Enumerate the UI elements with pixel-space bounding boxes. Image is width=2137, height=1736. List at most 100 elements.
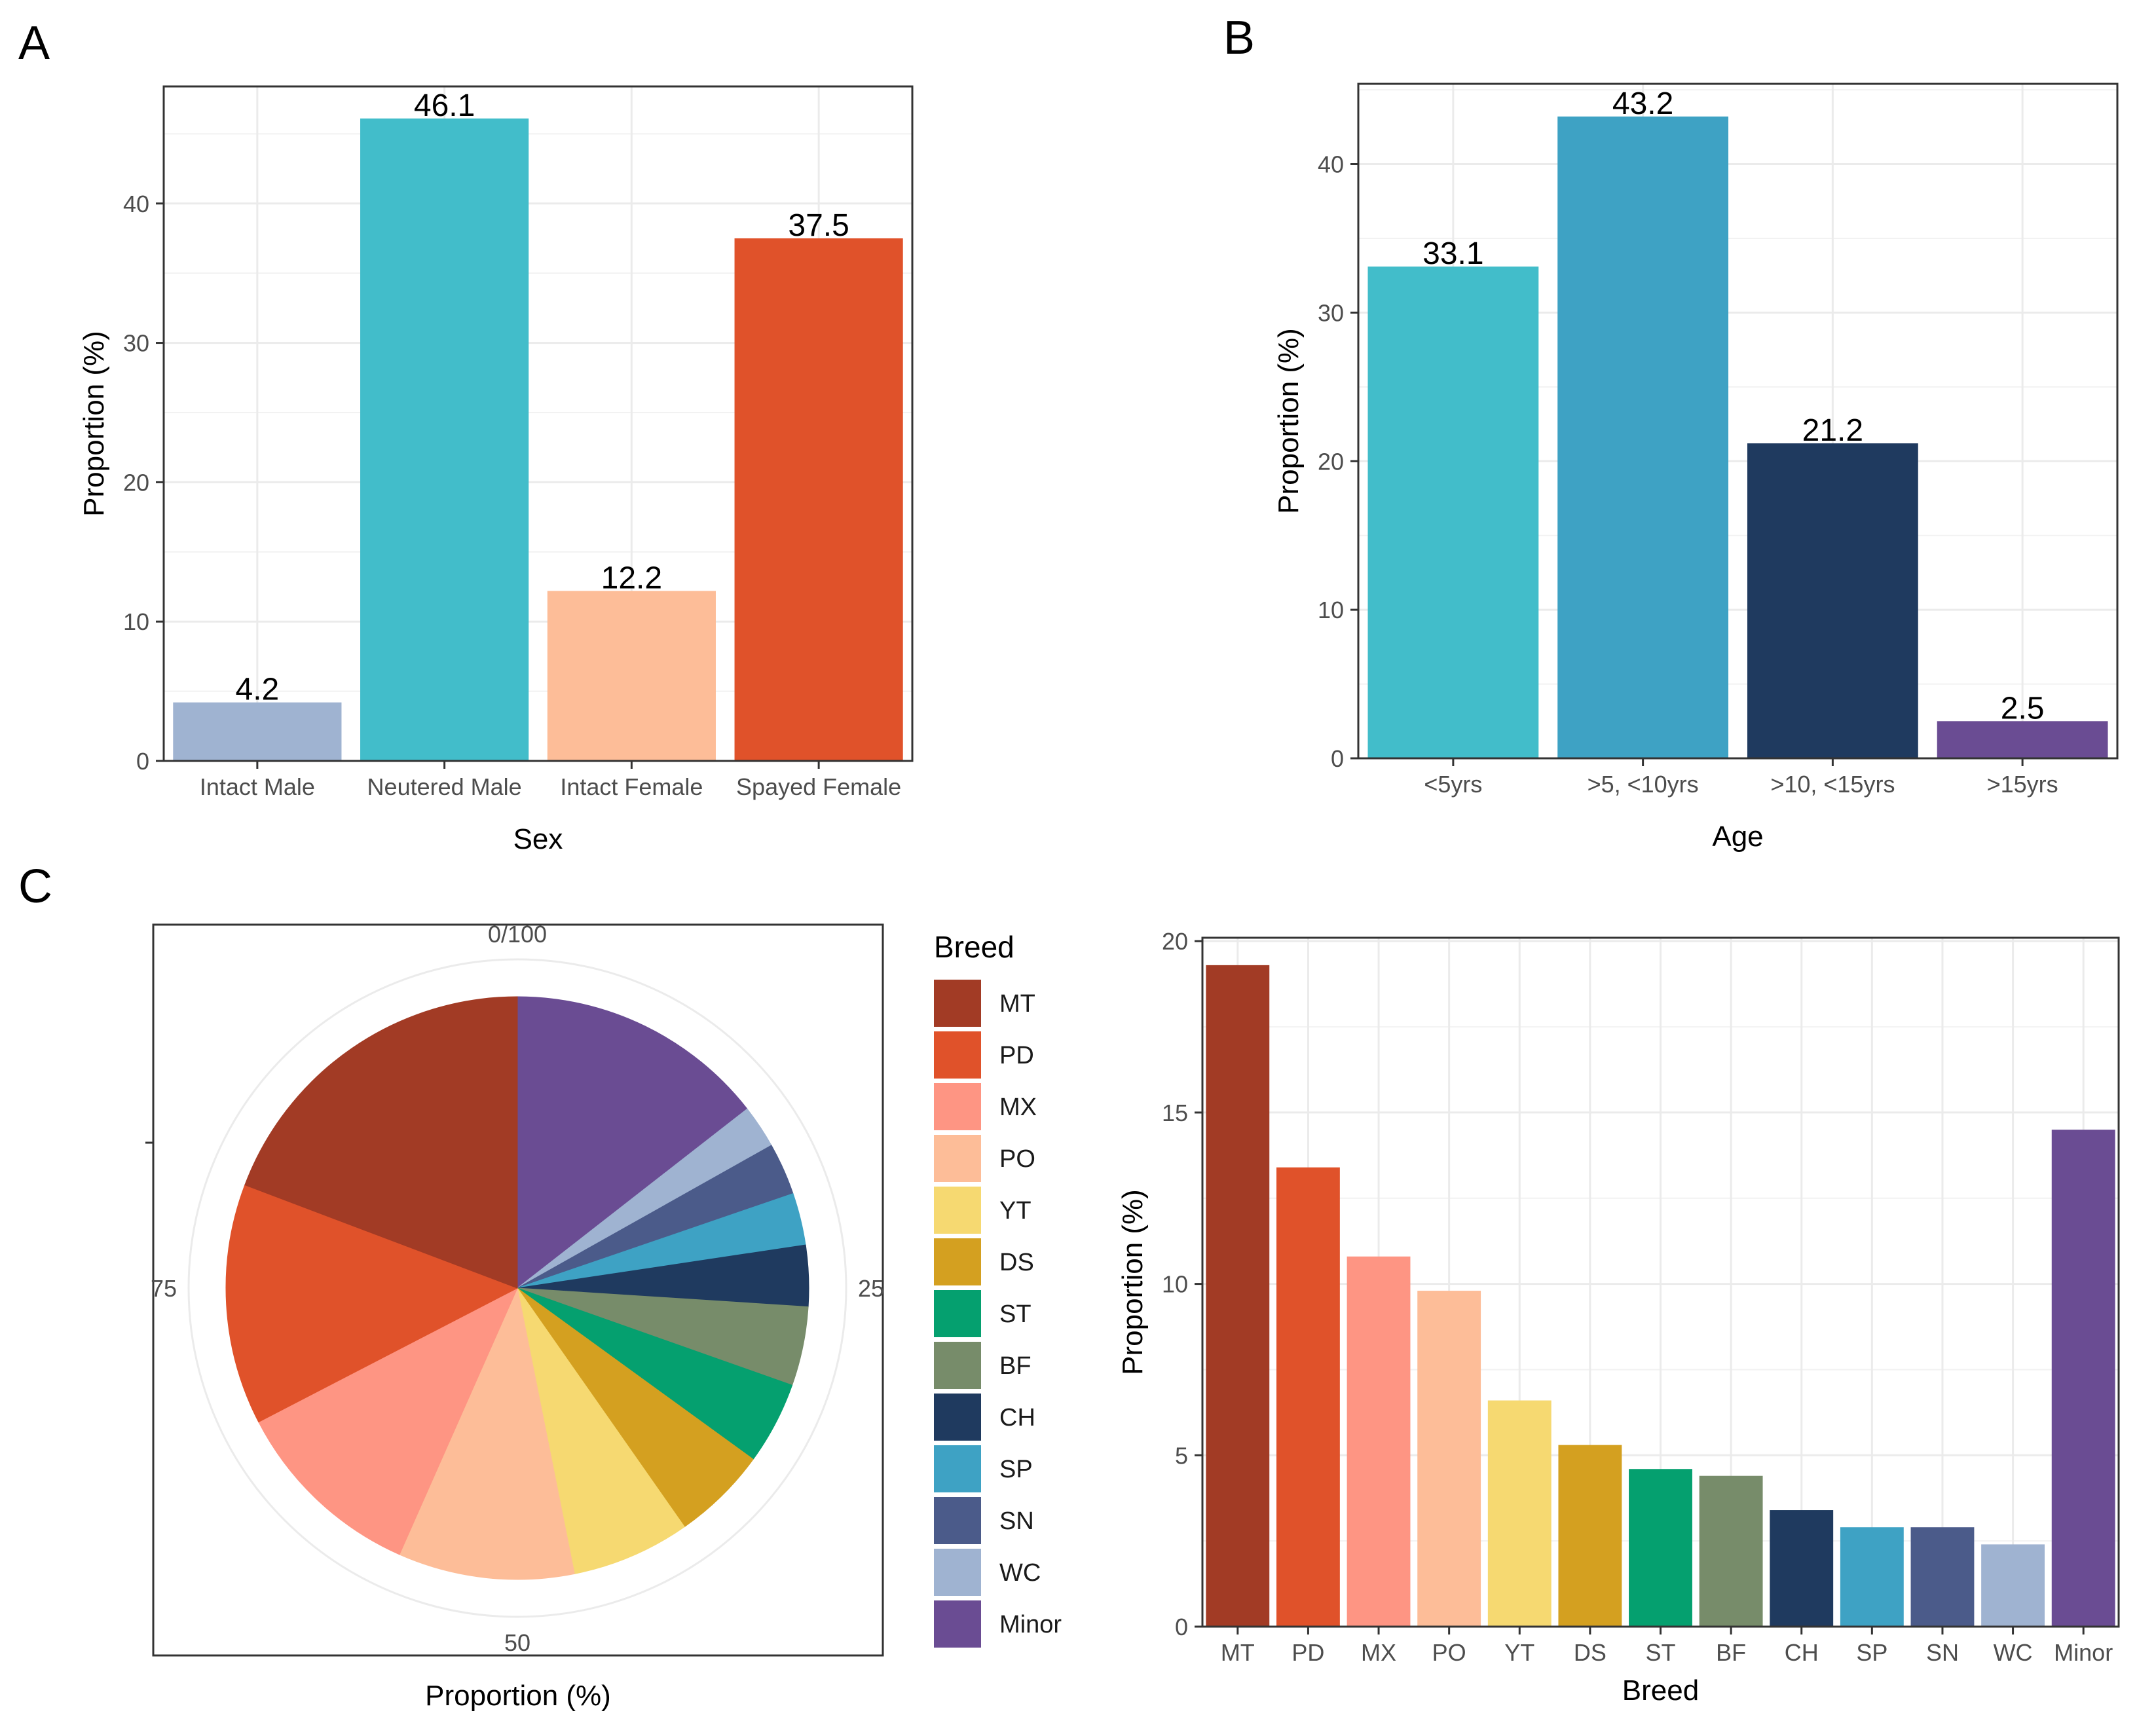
legend-key-pd <box>934 1031 981 1079</box>
chart-breed-bar: MT PD MX PO YT DS ST BF CH SP SN WC Minor 0 5 10 15 20 Bre… <box>1117 928 2120 1707</box>
value-label-intact-female: 12.2 <box>601 561 662 595</box>
x-axis-title: Breed <box>1622 1674 1699 1707</box>
value-label-gt-5-lt-10yrs: 43.2 <box>1612 86 1673 121</box>
y-tick-10: 10 <box>1162 1271 1188 1298</box>
pie-x-axis-title: Proportion (%) <box>425 1680 611 1712</box>
x-tick-ch: CH <box>1785 1639 1819 1666</box>
x-tick-gt-5-lt-10yrs: >5, <10yrs <box>1588 771 1699 798</box>
angle-tick-50: 50 <box>504 1629 530 1656</box>
bar-minor <box>2051 1130 2115 1627</box>
y-tick-40: 40 <box>1318 151 1344 178</box>
legend-label-mt: MT <box>999 990 1035 1018</box>
legend-label-pd: PD <box>999 1042 1034 1069</box>
y-tick-20: 20 <box>123 469 149 496</box>
legend-label-wc: WC <box>999 1559 1041 1587</box>
chart-age: 33.1 <5yrs 43.2 >5, <10yrs 21.2 >10, <15yrs 2.… <box>1273 83 2119 853</box>
x-tick-intact-male: Intact Male <box>200 773 315 800</box>
bar-ds <box>1558 1445 1622 1627</box>
legend-key-wc <box>934 1549 981 1596</box>
value-label-spayed-female: 37.5 <box>788 208 849 243</box>
chart-sex: 4.2 Intact Male 46.1 Neutered Male 12.2 Intac… <box>78 85 914 855</box>
x-tick-gt-10-lt-15yrs: >10, <15yrs <box>1770 771 1895 798</box>
bar-mx <box>1347 1256 1411 1627</box>
x-tick-minor: Minor <box>2054 1639 2113 1666</box>
y-axis-title: Proportion (%) <box>1273 328 1305 514</box>
legend-key-mt <box>934 980 981 1027</box>
plot-border <box>162 85 914 762</box>
x-tick-intact-female: Intact Female <box>560 773 703 800</box>
slice-mx <box>258 1287 519 1555</box>
polar-gridline <box>187 958 847 1618</box>
x-tick-sn: SN <box>1926 1639 1959 1666</box>
bar-gt-5-lt-10yrs <box>1557 116 1729 759</box>
panel-label-b: B <box>1223 12 1255 64</box>
legend-label-bf: BF <box>999 1352 1031 1380</box>
slice-minor <box>517 996 748 1289</box>
y-tick-40: 40 <box>123 191 149 217</box>
bar-bf <box>1699 1475 1763 1627</box>
angle-tick-75: 75 <box>151 1275 177 1302</box>
bar-sn <box>1910 1527 1975 1627</box>
legend-key-sp <box>934 1445 981 1492</box>
panel-label-a: A <box>18 17 50 69</box>
bar-wc <box>1981 1544 2045 1627</box>
bar-gt-10-lt-15yrs <box>1747 443 1918 758</box>
value-label-lt-5yrs: 33.1 <box>1422 236 1483 271</box>
legend-title: Breed <box>934 930 1014 964</box>
value-label-gt-15yrs: 2.5 <box>2001 691 2045 726</box>
x-tick-sp: SP <box>1856 1639 1887 1666</box>
bar-po <box>1417 1291 1481 1627</box>
x-tick-yt: YT <box>1504 1639 1534 1666</box>
x-tick-wc: WC <box>1994 1639 2033 1666</box>
y-tick-30: 30 <box>1318 299 1344 326</box>
bar-pd <box>1276 1167 1340 1627</box>
bar-mt <box>1206 965 1270 1627</box>
y-tick-0: 0 <box>136 748 149 775</box>
x-tick-po: PO <box>1432 1639 1466 1666</box>
x-axis-title: Age <box>1712 821 1763 853</box>
bar-spayed-female <box>734 238 903 762</box>
legend-key-st <box>934 1290 981 1337</box>
y-tick-20: 20 <box>1162 928 1188 955</box>
x-tick-st: ST <box>1645 1639 1675 1666</box>
x-tick-mx: MX <box>1361 1639 1396 1666</box>
legend-key-bf <box>934 1342 981 1389</box>
chart-breed-pie: 0/100 25 50 75 Proportion (%) <box>145 921 884 1712</box>
slice-pd <box>225 1184 519 1423</box>
x-tick-pd: PD <box>1291 1639 1324 1666</box>
plot-border <box>1357 83 2119 760</box>
x-tick-ds: DS <box>1574 1639 1607 1666</box>
value-label-intact-male: 4.2 <box>236 673 280 707</box>
y-tick-10: 10 <box>1318 597 1344 623</box>
slice-po <box>399 1287 575 1580</box>
slice-mt <box>244 996 518 1289</box>
y-tick-30: 30 <box>123 330 149 357</box>
y-tick-0: 0 <box>1175 1614 1188 1640</box>
x-tick-bf: BF <box>1716 1639 1746 1666</box>
bar-st <box>1629 1469 1692 1627</box>
x-axis-title: Sex <box>513 823 563 855</box>
y-tick-20: 20 <box>1318 448 1344 475</box>
legend-label-minor: Minor <box>999 1611 1062 1638</box>
bar-sp <box>1840 1527 1904 1627</box>
slice-yt <box>517 1287 685 1574</box>
x-tick-gt-15yrs: >15yrs <box>1987 771 2058 798</box>
legend-key-mx <box>934 1083 981 1130</box>
legend-key-ds <box>934 1238 981 1285</box>
bar-ch <box>1770 1510 1834 1627</box>
x-tick-lt-5yrs: <5yrs <box>1424 771 1482 798</box>
y-tick-15: 15 <box>1162 1099 1188 1126</box>
angle-tick-0-100: 0/100 <box>488 921 547 948</box>
panel-label-c: C <box>18 860 52 913</box>
legend-label-ds: DS <box>999 1249 1034 1276</box>
legend-key-minor <box>934 1600 981 1648</box>
slice-ds <box>517 1287 754 1528</box>
legend-key-yt <box>934 1187 981 1234</box>
y-axis-title: Proportion (%) <box>1117 1189 1149 1375</box>
y-tick-10: 10 <box>123 608 149 635</box>
bar-lt-5yrs <box>1367 267 1539 758</box>
x-tick-mt: MT <box>1221 1639 1255 1666</box>
value-label-neutered-male: 46.1 <box>414 88 475 123</box>
legend-label-st: ST <box>999 1301 1031 1328</box>
